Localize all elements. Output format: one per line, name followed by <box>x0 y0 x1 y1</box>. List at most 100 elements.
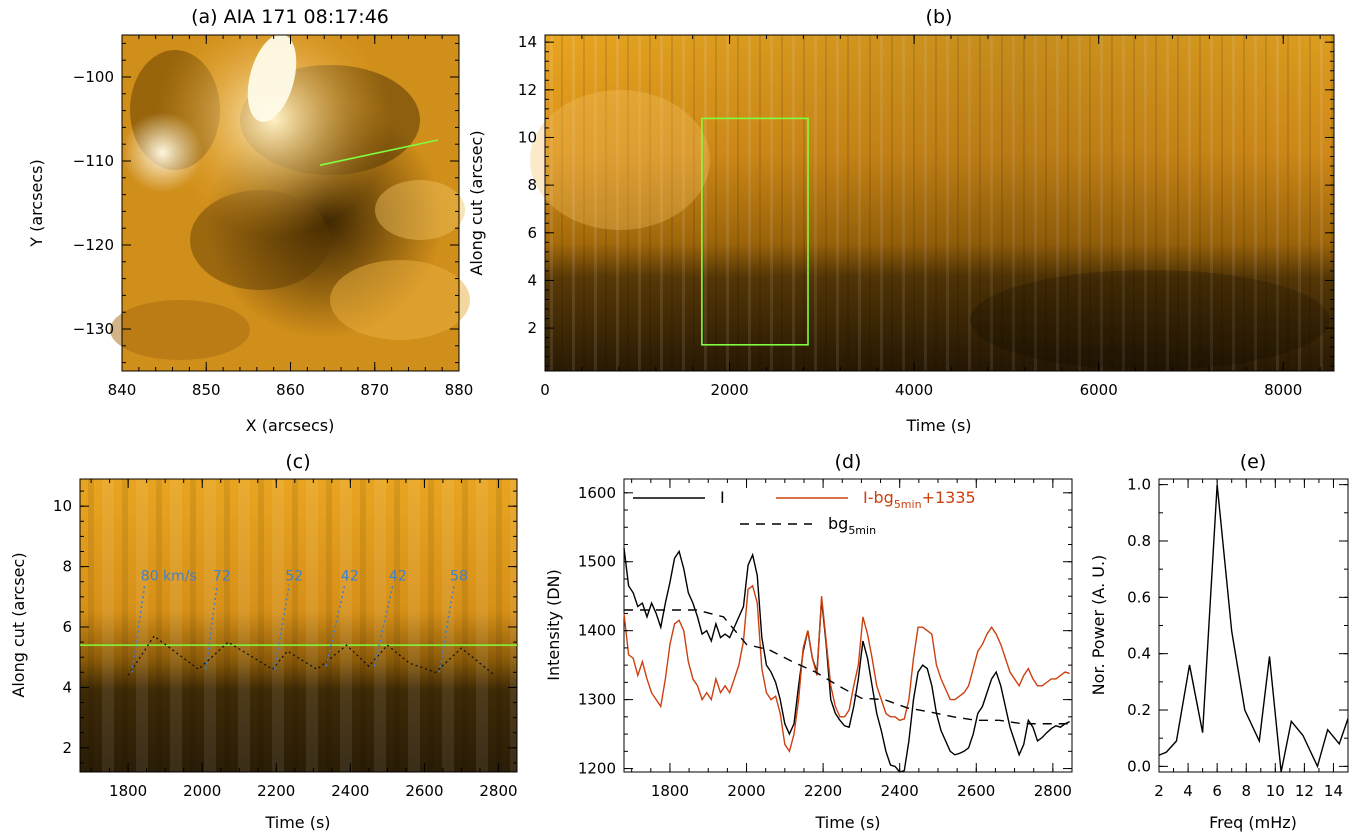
panel-c-y-ticks: 2 4 6 8 10 <box>53 490 517 764</box>
speed-fit-label: 72 <box>213 569 231 585</box>
y-tick-label: 10 <box>53 497 72 515</box>
panel-c-oscillation-track <box>127 635 496 676</box>
y-tick-label: −130 <box>73 320 114 338</box>
y-tick-label: −120 <box>73 236 114 254</box>
x-tick-label: 14 <box>1324 782 1343 800</box>
y-tick-label: 1.0 <box>1127 476 1151 494</box>
y-tick-label: 8 <box>527 176 537 194</box>
x-tick-label: 2800 <box>1034 782 1072 800</box>
y-tick-label: 1500 <box>578 553 616 571</box>
panel-e: 2 4 6 8 10 12 14 0.0 0.2 0.4 0.6 0.8 1.0 (e) Freq (… <box>1089 451 1349 832</box>
panel-e-series <box>1158 484 1349 773</box>
panel-c-frame <box>79 478 518 773</box>
x-tick-label: 1800 <box>651 782 689 800</box>
x-tick-label: 2800 <box>479 782 517 800</box>
panel-a-cut-line <box>319 139 439 166</box>
panel-d-x-ticks: 1800 2000 2200 2400 2600 2800 <box>631 479 1073 800</box>
x-tick-label: 2400 <box>881 782 919 800</box>
x-tick-label: 8 <box>1241 782 1251 800</box>
x-tick-label: 8000 <box>1264 381 1302 399</box>
panel-e-y-label: Nor. Power (A. U.) <box>1089 555 1108 696</box>
y-tick-label: −110 <box>73 152 114 170</box>
x-tick-label: 2000 <box>710 381 748 399</box>
speed-fit-label: 58 <box>450 569 468 585</box>
panel-c-y-label: Along cut (arcsec) <box>9 552 28 697</box>
y-tick-label: −100 <box>73 68 114 86</box>
legend-label-I: I <box>720 488 725 507</box>
y-tick-label: 2 <box>62 739 72 757</box>
x-tick-label: 2000 <box>183 782 221 800</box>
panel-d-legend: I I-bg5min+1335 bg5min <box>633 488 976 537</box>
series-line-I <box>623 547 1070 773</box>
panel-c-image <box>80 479 517 772</box>
panel-a-x-ticks: 840 850 860 870 880 <box>108 35 474 399</box>
series-line-bg <box>624 609 1071 725</box>
panel-e-x-ticks: 2 4 6 8 10 12 14 <box>1154 479 1349 800</box>
panel-a-image <box>110 34 470 371</box>
y-tick-label: 1600 <box>578 484 616 502</box>
panel-e-y-ticks: 0.0 0.2 0.4 0.6 0.8 1.0 <box>1127 476 1348 775</box>
x-tick-label: 10 <box>1266 782 1285 800</box>
panel-e-frame <box>1158 478 1349 773</box>
x-tick-label: 6000 <box>1080 381 1118 399</box>
panel-d-y-label: Intensity (DN) <box>544 569 563 681</box>
x-tick-label: 1800 <box>109 782 147 800</box>
speed-fit-label: 80 km/s <box>141 569 197 585</box>
speed-fit-line <box>205 584 218 670</box>
panel-e-x-label: Freq (mHz) <box>1209 813 1297 832</box>
x-tick-label: 2 <box>1154 782 1164 800</box>
y-tick-label: 2 <box>527 319 537 337</box>
panel-a-y-ticks: −100 −110 −120 −130 <box>73 42 459 364</box>
y-tick-label: 1200 <box>578 760 616 778</box>
y-tick-label: 0.6 <box>1127 588 1151 606</box>
x-tick-label: 880 <box>445 381 474 399</box>
x-tick-label: 4 <box>1183 782 1193 800</box>
series-line-power <box>1158 484 1349 773</box>
panel-b: 0 2000 4000 6000 8000 2 4 6 8 10 12 14 (b) Time (s… <box>467 6 1335 435</box>
panel-b-selection-box <box>701 117 809 346</box>
x-tick-label: 840 <box>108 381 137 399</box>
panel-c-x-ticks: 1800 2000 2200 2400 2600 2800 <box>90 479 518 800</box>
y-tick-label: 14 <box>518 33 537 51</box>
x-tick-label: 860 <box>276 381 305 399</box>
panel-b-x-label: Time (s) <box>905 416 971 435</box>
panel-d-frame <box>623 478 1073 773</box>
x-tick-label: 2400 <box>331 782 369 800</box>
panel-c-x-label: Time (s) <box>264 813 330 832</box>
legend-label-detrended: I-bg5min+1335 <box>863 488 976 511</box>
panel-c: 80 km/s 72 52 42 42 58 1800 2000 2200 2400 2600 28… <box>9 451 518 832</box>
y-tick-label: 6 <box>527 224 537 242</box>
panel-c-speed-fits: 80 km/s 72 52 42 42 58 <box>131 569 468 673</box>
panel-b-image <box>530 35 1334 371</box>
speed-fit-label: 42 <box>341 569 359 585</box>
x-tick-label: 2000 <box>727 782 765 800</box>
y-tick-label: 1300 <box>578 691 616 709</box>
panel-d-title: (d) <box>835 451 862 473</box>
panel-e-title: (e) <box>1240 451 1267 473</box>
y-tick-label: 12 <box>518 81 537 99</box>
panel-c-title: (c) <box>285 451 310 473</box>
x-tick-label: 2600 <box>957 782 995 800</box>
x-tick-label: 2200 <box>257 782 295 800</box>
y-tick-label: 0.0 <box>1127 757 1151 775</box>
y-tick-label: 4 <box>527 271 537 289</box>
panel-b-y-label: Along cut (arcsec) <box>467 130 486 275</box>
panel-a-y-label: Y (arcsecs) <box>27 159 46 247</box>
x-tick-label: 12 <box>1295 782 1314 800</box>
speed-fit-line <box>325 584 346 667</box>
y-tick-label: 10 <box>518 128 537 146</box>
y-tick-label: 0.2 <box>1127 701 1151 719</box>
x-tick-label: 4000 <box>895 381 933 399</box>
panel-b-frame <box>544 34 1335 372</box>
x-tick-label: 870 <box>360 381 389 399</box>
panel-d-series <box>623 547 1071 773</box>
x-tick-label: 2200 <box>804 782 842 800</box>
legend-label-bg: bg5min <box>828 514 876 537</box>
speed-fit-line <box>373 584 394 667</box>
panel-a: 840 850 860 870 880 −100 −110 −120 −130 (a) AIA… <box>27 6 473 435</box>
x-tick-label: 6 <box>1212 782 1222 800</box>
y-tick-label: 0.4 <box>1127 645 1151 663</box>
panel-d-x-label: Time (s) <box>814 813 880 832</box>
y-tick-label: 0.8 <box>1127 532 1151 550</box>
